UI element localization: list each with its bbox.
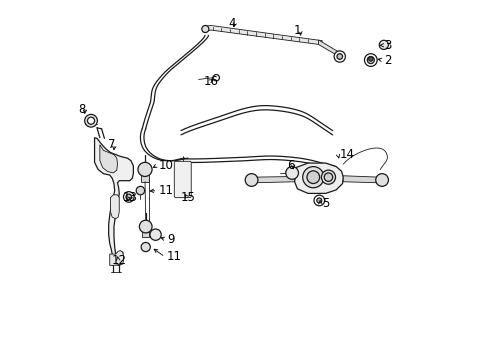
Circle shape	[321, 170, 335, 184]
Circle shape	[84, 114, 97, 127]
Polygon shape	[142, 231, 149, 237]
Text: 14: 14	[339, 148, 354, 161]
Circle shape	[150, 229, 161, 240]
Text: 9: 9	[167, 233, 175, 246]
Polygon shape	[141, 175, 149, 182]
Text: 3: 3	[384, 39, 391, 52]
Text: 13: 13	[122, 191, 138, 204]
Polygon shape	[110, 195, 119, 219]
Circle shape	[202, 26, 208, 32]
Text: 8: 8	[79, 103, 86, 116]
Text: 11: 11	[166, 251, 182, 264]
Circle shape	[141, 242, 150, 252]
Text: 1: 1	[293, 23, 301, 37]
Text: 11: 11	[159, 184, 174, 197]
Text: 7: 7	[108, 138, 116, 150]
Circle shape	[379, 40, 387, 49]
FancyBboxPatch shape	[174, 161, 191, 198]
Circle shape	[368, 57, 372, 61]
Polygon shape	[253, 176, 294, 183]
Circle shape	[302, 167, 323, 188]
Circle shape	[324, 173, 332, 181]
Circle shape	[213, 75, 219, 81]
Circle shape	[364, 54, 376, 66]
Circle shape	[244, 174, 257, 186]
Text: 2: 2	[384, 54, 391, 67]
Text: 4: 4	[228, 17, 236, 30]
Circle shape	[316, 198, 321, 203]
Circle shape	[123, 192, 134, 202]
Circle shape	[126, 194, 131, 200]
Polygon shape	[109, 251, 123, 265]
Circle shape	[285, 167, 298, 179]
Circle shape	[136, 186, 144, 195]
Circle shape	[87, 117, 94, 124]
Text: 5: 5	[322, 198, 329, 211]
Circle shape	[333, 51, 345, 62]
Text: 12: 12	[112, 254, 126, 267]
Text: 15: 15	[181, 191, 196, 204]
Circle shape	[306, 171, 319, 184]
Circle shape	[336, 54, 342, 59]
Polygon shape	[318, 40, 339, 57]
Text: 16: 16	[203, 75, 219, 88]
Circle shape	[313, 195, 324, 206]
Circle shape	[375, 174, 387, 186]
Polygon shape	[294, 163, 343, 193]
Circle shape	[366, 57, 374, 64]
Circle shape	[139, 220, 152, 233]
Polygon shape	[94, 138, 133, 265]
Polygon shape	[343, 176, 380, 183]
Text: 10: 10	[159, 159, 174, 172]
Polygon shape	[100, 145, 117, 173]
Polygon shape	[203, 26, 322, 45]
Circle shape	[138, 162, 152, 176]
Text: 6: 6	[286, 159, 294, 172]
